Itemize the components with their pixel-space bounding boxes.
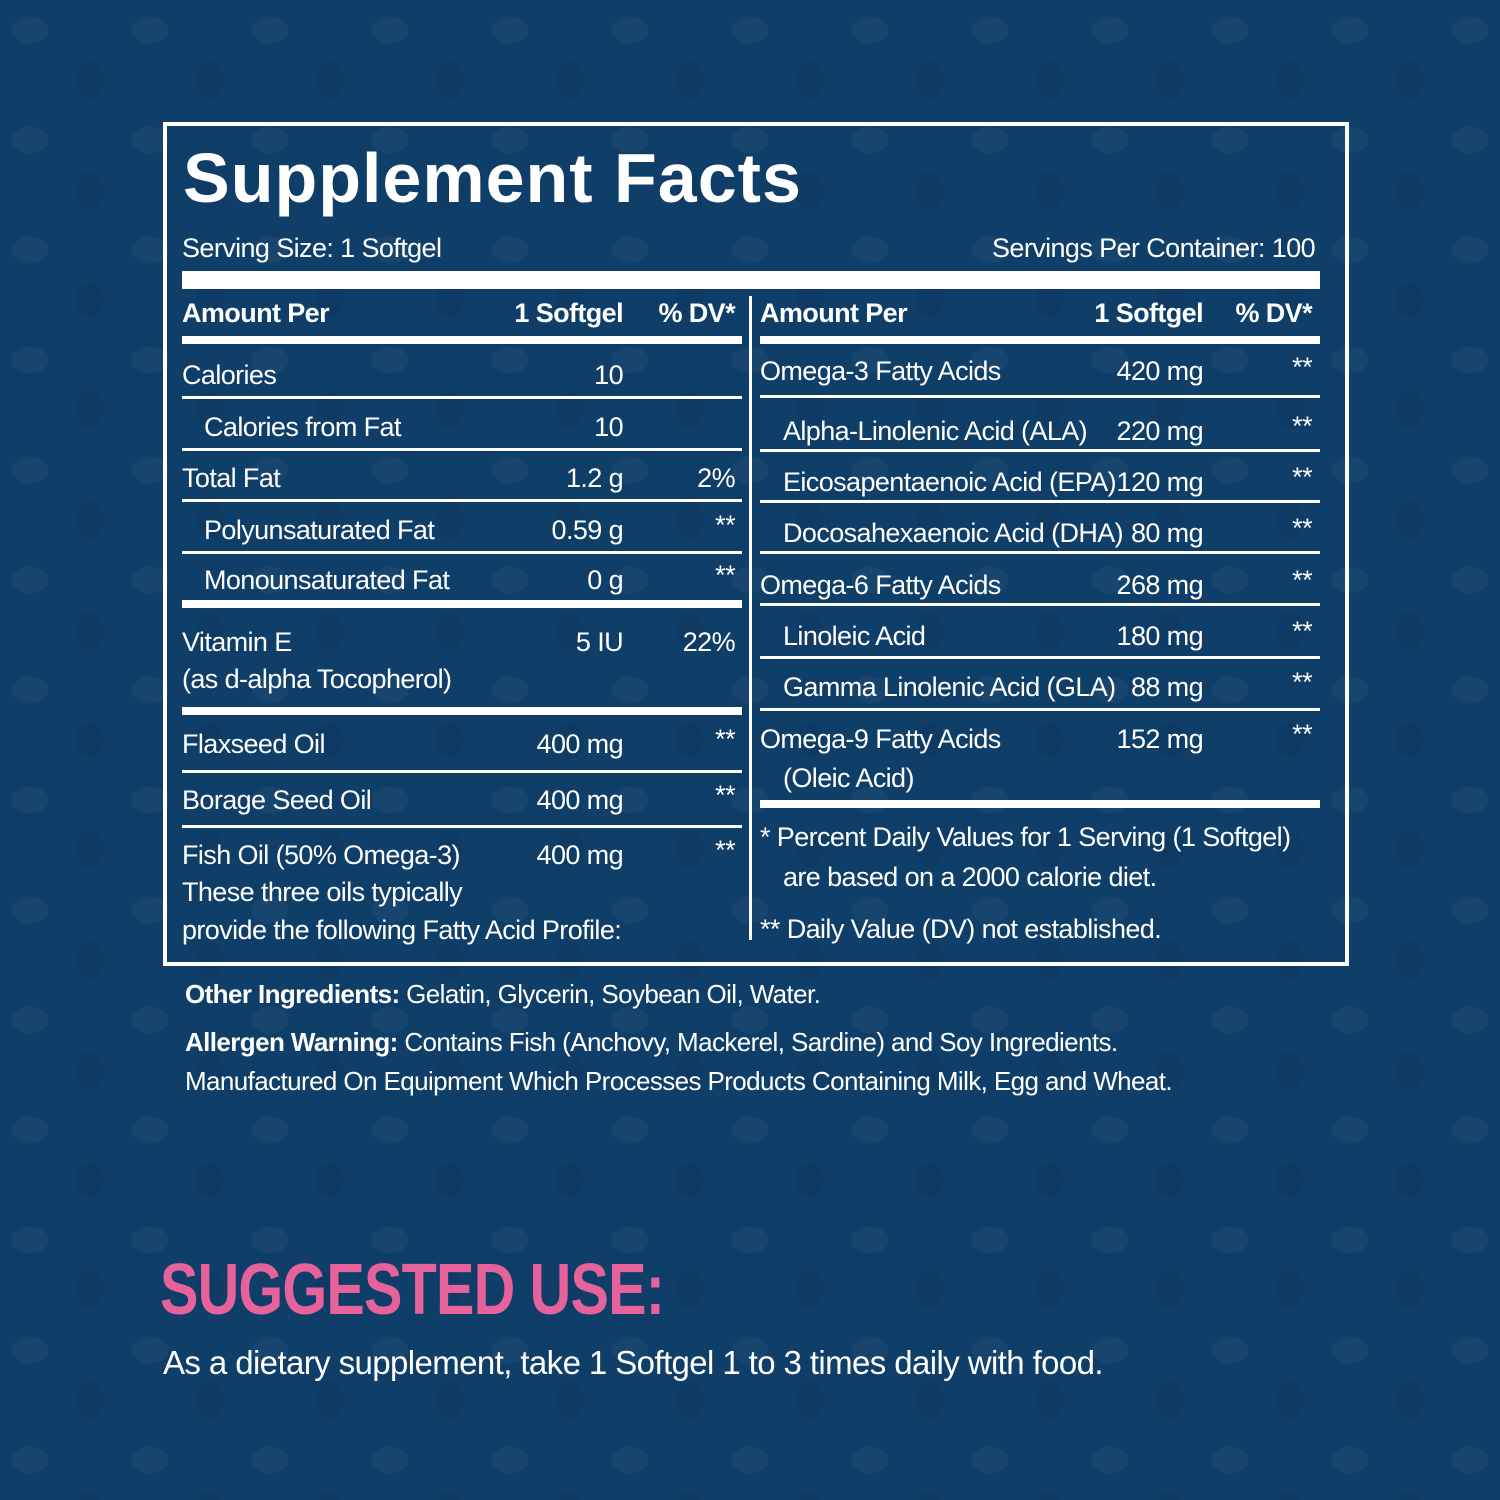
allergen-text: Contains Fish (Anchovy, Mackerel, Sardin… (397, 1027, 1118, 1057)
divider (760, 449, 1320, 452)
divider (182, 770, 742, 773)
nutrient-amount: 268 mg (1116, 570, 1204, 600)
nutrient-amount: 88 mg (1130, 672, 1204, 702)
nutrient-name: Docosahexaenoic Acid (DHA) (783, 518, 1124, 548)
nutrient-dv: ** (1292, 352, 1312, 382)
nutrient-amount: 400 mg (536, 785, 624, 815)
nutrient-name: Fish Oil (50% Omega-3) (182, 840, 460, 870)
panel-title: Supplement Facts (183, 139, 802, 217)
footnote-dv: * Percent Daily Values for 1 Serving (1 … (760, 822, 1291, 852)
suggested-use-text: As a dietary supplement, take 1 Softgel … (163, 1344, 1104, 1381)
supplement-facts-panel (163, 122, 1349, 966)
right-header-per: 1 Softgel (1094, 298, 1203, 328)
nutrient-dv: ** (1292, 565, 1312, 595)
nutrient-name: Flaxseed Oil (182, 729, 325, 759)
divider (760, 336, 1320, 344)
footnote-not-established: ** Daily Value (DV) not established. (760, 914, 1162, 944)
nutrient-dv: 2% (697, 463, 735, 493)
nutrient-note: These three oils typically (182, 877, 463, 907)
nutrient-name: Omega-6 Fatty Acids (760, 570, 1001, 600)
nutrient-amount: 10 (594, 412, 623, 442)
nutrient-dv: ** (715, 560, 735, 590)
nutrient-amount: 5 IU (575, 627, 624, 657)
nutrient-amount: 420 mg (1116, 356, 1204, 386)
column-divider (749, 296, 752, 940)
nutrient-amount: 152 mg (1116, 724, 1204, 754)
left-header-per: 1 Softgel (514, 298, 623, 328)
servings-per-container: Servings Per Container: 100 (992, 233, 1316, 263)
nutrient-dv: ** (1292, 667, 1312, 697)
right-header-amount-per: Amount Per (760, 298, 908, 328)
nutrient-amount: 220 mg (1116, 416, 1204, 446)
serving-size: Serving Size: 1 Softgel (182, 233, 442, 263)
divider (760, 800, 1320, 808)
nutrient-amount: 400 mg (536, 840, 624, 870)
divider (760, 656, 1320, 659)
nutrient-name: Eicosapentaenoic Acid (EPA) (783, 467, 1117, 497)
divider (182, 825, 742, 828)
other-ingredients-label: Other Ingredients: (185, 979, 400, 1009)
other-ingredients: Other Ingredients: Gelatin, Glycerin, So… (185, 977, 821, 1011)
nutrient-name: Alpha-Linolenic Acid (ALA) (783, 416, 1088, 446)
nutrient-dv: ** (715, 835, 735, 865)
nutrient-amount: 80 mg (1130, 518, 1204, 548)
divider (182, 707, 742, 715)
nutrient-dv: ** (715, 724, 735, 754)
allergen-text-2: Manufactured On Equipment Which Processe… (185, 1066, 1173, 1096)
left-header-dv: % DV* (658, 298, 735, 328)
nutrient-name-detail: (as d-alpha Tocopherol) (182, 664, 452, 694)
right-header-dv: % DV* (1235, 298, 1312, 328)
nutrient-amount: 400 mg (536, 729, 624, 759)
nutrient-dv: ** (1292, 462, 1312, 492)
allergen-warning: Allergen Warning: Contains Fish (Anchovy… (185, 1025, 1118, 1059)
nutrient-dv: ** (1292, 616, 1312, 646)
other-ingredients-text: Gelatin, Glycerin, Soybean Oil, Water. (399, 979, 821, 1009)
nutrient-name: Calories (182, 360, 277, 390)
nutrient-name: Gamma Linolenic Acid (GLA) (783, 672, 1116, 702)
divider (182, 551, 742, 554)
suggested-use-heading: SUGGESTED USE: (160, 1250, 665, 1330)
divider (182, 499, 742, 502)
nutrient-dv: ** (1292, 719, 1312, 749)
divider (182, 600, 742, 608)
nutrient-name: Omega-9 Fatty Acids (760, 724, 1001, 754)
nutrient-dv: ** (715, 510, 735, 540)
nutrient-amount: 0 g (587, 565, 623, 595)
footnote-dv-cont: are based on a 2000 calorie diet. (783, 862, 1157, 892)
nutrient-dv: ** (1292, 513, 1312, 543)
nutrient-amount: 0.59 g (551, 515, 624, 545)
left-header-amount-per: Amount Per (182, 298, 330, 328)
nutrient-amount: 180 mg (1116, 621, 1204, 651)
divider (760, 551, 1320, 554)
divider (182, 448, 742, 451)
nutrient-amount: 120 mg (1116, 467, 1204, 497)
nutrient-name: Calories from Fat (204, 412, 401, 442)
nutrient-dv: 22% (682, 627, 736, 657)
nutrient-note: provide the following Fatty Acid Profile… (182, 915, 622, 945)
divider (760, 708, 1320, 711)
nutrient-name: Omega-3 Fatty Acids (760, 356, 1001, 386)
nutrient-amount: 1.2 g (565, 463, 624, 493)
divider (182, 336, 742, 344)
nutrient-amount: 10 (594, 360, 623, 390)
nutrient-name: Polyunsaturated Fat (204, 515, 435, 545)
divider (760, 603, 1320, 606)
allergen-label: Allergen Warning: (185, 1027, 398, 1057)
header-divider (182, 271, 1320, 289)
nutrient-dv: ** (1292, 411, 1312, 441)
divider (760, 395, 1320, 398)
nutrient-name: Borage Seed Oil (182, 785, 372, 815)
nutrient-name: Linoleic Acid (783, 621, 926, 651)
nutrient-name: Total Fat (182, 463, 281, 493)
divider (760, 500, 1320, 503)
nutrient-name: Monounsaturated Fat (204, 565, 450, 595)
nutrient-name-detail: (Oleic Acid) (783, 763, 914, 793)
nutrient-dv: ** (715, 780, 735, 810)
nutrient-name: Vitamin E (182, 627, 292, 657)
divider (182, 396, 742, 399)
